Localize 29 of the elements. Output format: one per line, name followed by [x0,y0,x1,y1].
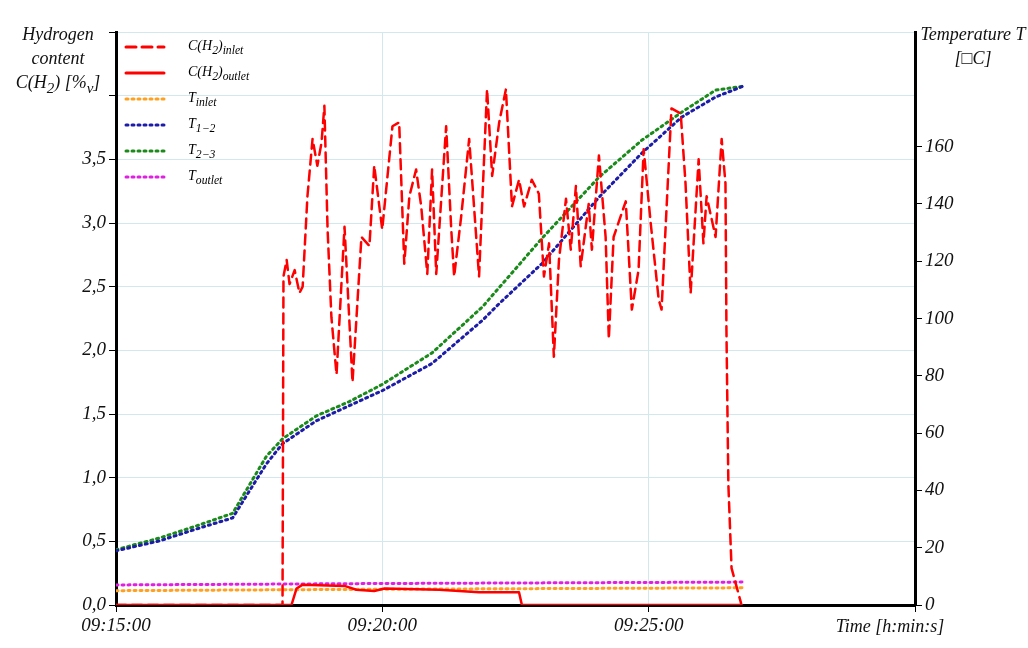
y2-tick-label: 40 [925,478,945,500]
legend-label: T$_{outlet}$ [188,167,223,187]
y2-tick-label: 0 [925,593,935,614]
y-tick-label: 1,5 [82,402,106,423]
y-tick-label: 3,0 [81,211,107,232]
legend-label: T$_{1−2}$ [188,115,216,135]
legend-label: C(H$_{2}$)$_{inlet}$ [188,37,244,57]
y2-tick-label: 60 [925,421,945,443]
y2-axis-title: Temperature T [□C] [919,23,1028,70]
y2-tick-label: 80 [925,363,945,385]
y-tick-label: 0,0 [82,593,107,614]
y2-tick-label: 100 [925,306,954,328]
x-tick-label: 09:20:00 [347,614,418,636]
legend-label: T$_{2−3}$ [188,141,216,161]
y2-tick-label: 160 [925,134,954,156]
x-axis-title: Time [h:min:s] [834,615,946,638]
y-axis-title: Hydrogen content C(H$_{2}$) [%$_{v}$] [14,23,102,98]
y2-tick-label: 20 [925,535,945,557]
y2-tick-label: 120 [925,249,954,271]
y-tick-label: 1,0 [82,465,107,487]
legend-label: T$_{inlet}$ [188,89,217,109]
y-tick-label: 3,5 [81,147,106,169]
y2-tick-label: 140 [925,191,954,213]
y-tick-label: 2,0 [82,338,107,360]
y-tick-label: 2,5 [82,274,106,296]
legend-label: C(H$_{2}$)$_{outlet}$ [188,63,250,83]
x-tick-label: 09:15:00 [81,614,152,636]
y-tick-label: 0,5 [82,529,106,551]
x-tick-label: 09:25:00 [613,614,685,636]
